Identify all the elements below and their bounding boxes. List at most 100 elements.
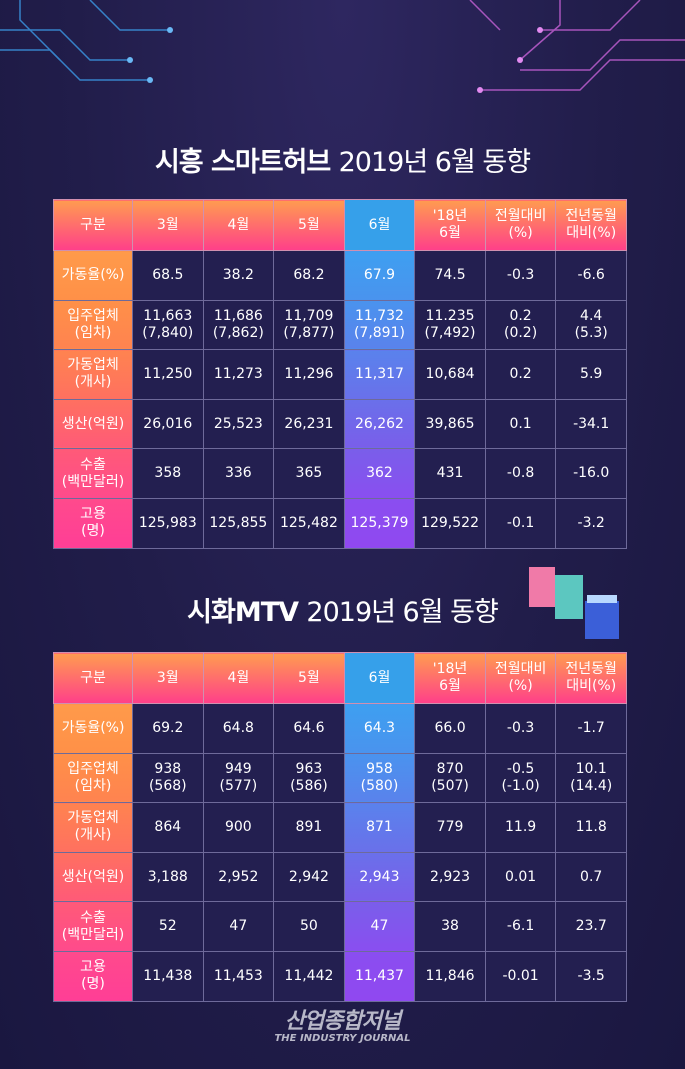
table-cell: 129,522 [414,497,486,549]
table-cell: 125,379 [343,497,416,549]
title-bold: 시화MTV [187,597,299,628]
table-cell: 10,684 [414,349,486,400]
logo-korean: 산업종합저널 [284,1009,401,1034]
circuit-decoration [0,0,685,93]
table-cell: 38 [414,901,486,952]
column-header: 5월 [273,199,345,251]
header-row: 구분 3월 4월 5월 6월 '18년 6월 전월대비 (%) 전년동월 대비(%) [53,652,627,704]
table-cell: 0.2 [484,349,557,400]
row-label: 가동율(%) [53,250,133,301]
siheung-table: 구분 3월 4월 5월 6월 '18년 6월 전월대비 (%) 전년동월 대비(%) 가동율(%… [53,199,627,549]
table-cell: 900 [202,802,275,853]
table-row: 고용 (명) 125,983 125,855 125,482 125,379 129,52… [53,497,627,549]
table-cell: 11,709 (7,877) [273,299,345,351]
header-row: 구분 3월 4월 5월 6월 '18년 6월 전월대비 (%) 전년동월 대비(%) [53,199,627,251]
table-cell: -0.5 (-1.0) [484,752,557,804]
table-cell: 47 [343,901,416,952]
table-cell: -3.5 [555,950,627,1002]
column-header: 전년동월 대비(%) [555,199,627,251]
table-cell: -0.1 [484,497,557,549]
table-cell: 11,442 [273,950,345,1002]
buildings-icon [529,567,619,639]
table-cell: -0.01 [484,950,557,1002]
table-cell: 25,523 [202,398,275,450]
table-cell: -34.1 [555,398,627,450]
table-cell: 3,188 [132,851,204,903]
table-row: 가동율(%) 69.2 64.8 64.6 64.3 66.0 -0.3 -1.7 [53,703,627,754]
table-cell: 26,231 [273,398,345,450]
table-cell: 74.5 [414,250,486,301]
row-label: 입주업체 (임차) [53,752,133,804]
table-cell: 10.1 (14.4) [555,752,627,804]
column-header: 3월 [132,199,204,251]
table-cell: 11.235 (7,492) [414,299,486,351]
table-cell: 5.9 [555,349,627,400]
table-cell: 11,250 [132,349,204,400]
table-cell: 64.8 [202,703,275,754]
table-cell: 2,923 [414,851,486,903]
row-label: 가동업체 (개사) [53,349,133,400]
table-cell: 958 (580) [343,752,416,804]
title-bold: 시흥 스마트허브 [154,147,331,178]
table-cell: 11,296 [273,349,345,400]
table-cell: 39,865 [414,398,486,450]
logo-english: THE INDUSTRY JOURNAL [274,1033,411,1044]
table-cell: 52 [132,901,204,952]
table-cell: 67.9 [343,250,416,301]
title-siheung: 시흥 스마트허브 2019년 6월 동향 [0,140,685,179]
column-header: 전년동월 대비(%) [555,652,627,704]
table-cell: 11,732 (7,891) [343,299,416,351]
table-cell: 0.01 [484,851,557,903]
table-cell: 4.4 (5.3) [555,299,627,351]
table-cell: 11,437 [343,950,416,1002]
title-sihwa: 시화MTV 2019년 6월 동향 [0,590,685,629]
table-cell: -3.2 [555,497,627,549]
table-cell: 47 [202,901,275,952]
table-cell: -0.3 [484,703,557,754]
table-cell: 26,262 [343,398,416,450]
table-row: 고용 (명) 11,438 11,453 11,442 11,437 11,846 -0.0… [53,950,627,1002]
table-cell: 0.1 [484,398,557,450]
table-cell: 871 [343,802,416,853]
column-header: 6월 [343,652,416,704]
column-header: '18년 6월 [414,199,486,251]
table-cell: 2,952 [202,851,275,903]
table-cell: 38.2 [202,250,275,301]
table-cell: 779 [414,802,486,853]
table-cell: 68.2 [273,250,345,301]
table-row: 가동업체 (개사) 11,250 11,273 11,296 11,317 10,684 0… [53,349,627,400]
table-cell: 125,983 [132,497,204,549]
table-cell: 64.3 [343,703,416,754]
column-header: '18년 6월 [414,652,486,704]
row-label: 수출 (백만달러) [53,448,133,499]
column-header: 전월대비 (%) [484,652,557,704]
table-cell: 66.0 [414,703,486,754]
table-cell: 68.5 [132,250,204,301]
table-cell: -6.1 [484,901,557,952]
column-header: 4월 [202,199,275,251]
row-label: 입주업체 (임차) [53,299,133,351]
table-cell: 358 [132,448,204,499]
table-cell: 11,686 (7,862) [202,299,275,351]
row-label: 고용 (명) [53,950,133,1002]
table-cell: 891 [273,802,345,853]
column-header: 5월 [273,652,345,704]
table-cell: 11.8 [555,802,627,853]
table-cell: 0.7 [555,851,627,903]
table-cell: 864 [132,802,204,853]
table-cell: 125,482 [273,497,345,549]
column-header: 6월 [343,199,416,251]
table-cell: 64.6 [273,703,345,754]
column-header: 구분 [53,652,133,704]
column-header: 3월 [132,652,204,704]
table-cell: 11.9 [484,802,557,853]
table-cell: 938 (568) [132,752,204,804]
table-cell: 431 [414,448,486,499]
journal-logo: 산업종합저널 THE INDUSTRY JOURNAL [0,1003,685,1044]
table-cell: 11,317 [343,349,416,400]
table-cell: -0.3 [484,250,557,301]
row-label: 고용 (명) [53,497,133,549]
title-light: 2019년 6월 동향 [306,597,498,628]
table-cell: 11,663 (7,840) [132,299,204,351]
table-row: 생산(억원) 3,188 2,952 2,942 2,943 2,923 0.01 0.7 [53,851,627,903]
